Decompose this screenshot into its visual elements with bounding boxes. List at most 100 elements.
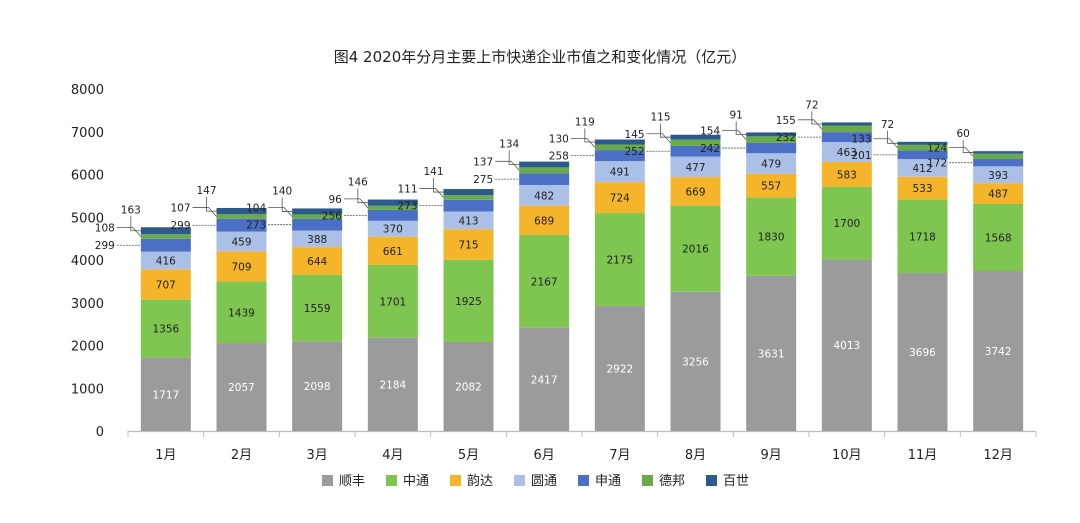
legend-swatch bbox=[514, 475, 525, 486]
data-label: 147 bbox=[196, 185, 216, 197]
data-label: 1701 bbox=[379, 296, 406, 308]
data-label: 72 bbox=[805, 99, 818, 111]
x-tick-label: 5月 bbox=[458, 448, 479, 463]
x-tick-label: 2月 bbox=[231, 448, 252, 463]
data-label: 134 bbox=[499, 139, 519, 151]
callout-line bbox=[570, 137, 596, 148]
data-label: 252 bbox=[624, 146, 644, 158]
data-label: 130 bbox=[549, 133, 569, 145]
bar-segment bbox=[367, 264, 418, 338]
legend-swatch bbox=[450, 475, 461, 486]
data-label: 133 bbox=[851, 134, 871, 146]
y-tick-label: 5000 bbox=[71, 211, 104, 226]
bar-segment bbox=[973, 159, 1024, 167]
bar-segment bbox=[519, 205, 570, 236]
bar-segment bbox=[519, 173, 570, 185]
data-label: 416 bbox=[156, 256, 176, 268]
data-label: 275 bbox=[473, 174, 493, 186]
callout-line bbox=[722, 130, 747, 140]
x-tick-label: 12月 bbox=[983, 448, 1013, 463]
bar-segment bbox=[746, 132, 797, 137]
bar-segment bbox=[519, 161, 570, 168]
data-label: 2922 bbox=[606, 364, 633, 376]
data-label: 1439 bbox=[228, 307, 255, 319]
bar-segment bbox=[670, 205, 721, 292]
data-label: 2167 bbox=[531, 276, 558, 288]
legend-swatch bbox=[386, 475, 397, 486]
callout-line bbox=[735, 121, 747, 135]
x-axis: 1月 2月 3月 4月 5月 6月 7月 8月 9月 10月 11月 12月 bbox=[127, 430, 1037, 463]
bar-segment bbox=[670, 134, 721, 140]
data-label: 669 bbox=[685, 186, 705, 198]
legend-swatch bbox=[322, 475, 333, 486]
bar-segment bbox=[821, 161, 872, 187]
bar-segment bbox=[443, 259, 494, 342]
data-label: 715 bbox=[458, 239, 478, 251]
bar-segment bbox=[140, 227, 191, 235]
bar-segment bbox=[670, 145, 721, 157]
data-label: 145 bbox=[624, 129, 644, 141]
bar-segment bbox=[443, 199, 494, 212]
x-tick-label: 4月 bbox=[382, 448, 403, 463]
data-label: 154 bbox=[700, 126, 720, 138]
callout-line bbox=[357, 188, 368, 204]
data-label: 91 bbox=[729, 109, 742, 121]
data-label: 299 bbox=[170, 220, 190, 232]
bar-segment bbox=[367, 220, 418, 237]
bar-segment bbox=[670, 156, 721, 178]
bar-segment bbox=[367, 236, 418, 265]
data-label: 487 bbox=[988, 189, 1008, 201]
bar-segment bbox=[897, 272, 948, 431]
data-label: 242 bbox=[700, 143, 720, 155]
bar-segment bbox=[140, 238, 191, 252]
data-label: 583 bbox=[837, 169, 857, 181]
bar-segment bbox=[746, 275, 797, 431]
data-label: 689 bbox=[534, 215, 554, 227]
bar-segment bbox=[973, 166, 1024, 184]
callout-line bbox=[962, 140, 974, 153]
bar-segment bbox=[216, 231, 267, 252]
data-label: 707 bbox=[156, 280, 176, 292]
y-axis: 0 1000 2000 3000 4000 5000 6000 7000 8000 bbox=[71, 83, 104, 440]
callout-line bbox=[433, 178, 444, 193]
bar-segment bbox=[443, 229, 494, 260]
data-label: 104 bbox=[246, 203, 266, 215]
data-label: 163 bbox=[121, 204, 141, 216]
data-label: 661 bbox=[383, 246, 403, 258]
y-tick-label: 0 bbox=[96, 425, 104, 440]
callout-line bbox=[116, 227, 142, 237]
callout-line bbox=[281, 197, 293, 212]
bar-segment bbox=[594, 150, 645, 162]
legend-label: 德邦 bbox=[659, 474, 685, 489]
data-label: 137 bbox=[473, 156, 493, 168]
legend-label: 申通 bbox=[595, 474, 621, 489]
bar-segment bbox=[292, 230, 343, 248]
legend-label: 中通 bbox=[403, 474, 429, 489]
x-tick-label: 1月 bbox=[155, 448, 176, 463]
legend-label: 圆通 bbox=[531, 474, 557, 489]
callout-line bbox=[508, 150, 520, 165]
data-label: 111 bbox=[397, 183, 417, 195]
data-label: 155 bbox=[776, 115, 796, 127]
data-label: 256 bbox=[322, 210, 342, 222]
bar-segment bbox=[670, 139, 721, 146]
data-label: 533 bbox=[912, 183, 932, 195]
data-label: 258 bbox=[549, 151, 569, 163]
bar-segment bbox=[897, 144, 948, 151]
data-label: 273 bbox=[397, 201, 417, 213]
data-label: 140 bbox=[272, 185, 292, 197]
bar-segment bbox=[292, 274, 343, 342]
bar-segment bbox=[140, 251, 191, 270]
bar-segment bbox=[821, 186, 872, 260]
bar-segment bbox=[216, 281, 267, 344]
bar-segment bbox=[897, 141, 948, 145]
data-label: 119 bbox=[575, 116, 595, 128]
data-label: 115 bbox=[650, 112, 670, 124]
callout-line bbox=[192, 207, 217, 217]
data-label: 491 bbox=[610, 167, 630, 179]
bar-segment bbox=[216, 207, 267, 215]
bar-segment bbox=[140, 357, 191, 431]
callout-line bbox=[873, 138, 898, 148]
bar-segment bbox=[519, 235, 570, 328]
callout-line bbox=[130, 216, 141, 232]
